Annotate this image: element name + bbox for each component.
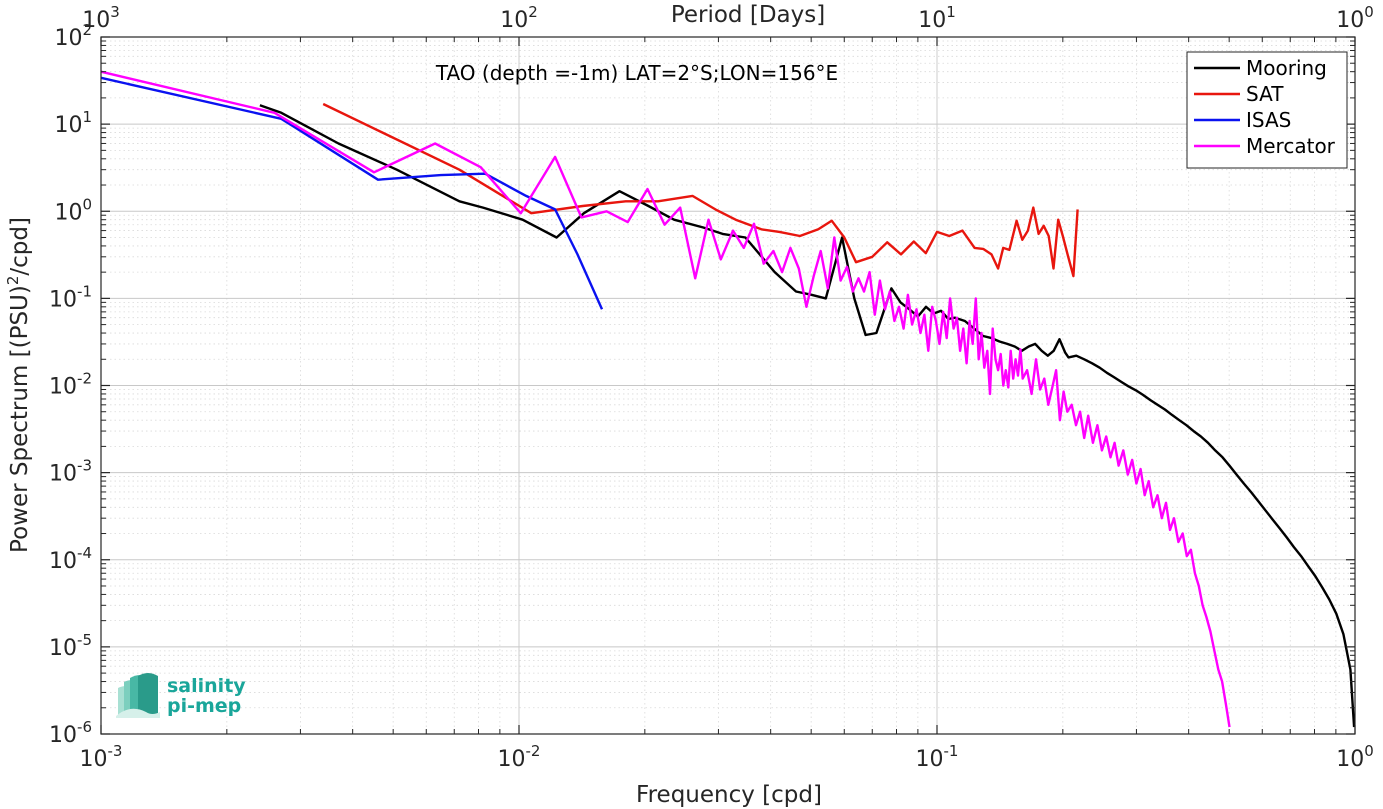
x-tick-label: 10-2	[498, 742, 541, 772]
y-tick-label: 10-6	[49, 718, 92, 748]
top-tick-exp: 2	[528, 3, 538, 21]
x-tick-exp: -2	[526, 742, 541, 760]
top-tick-base: 10	[1336, 8, 1364, 33]
x-tick-labels: 10-3 10-2 10-1 100	[80, 742, 1374, 772]
x-tick-label: 100	[1336, 742, 1374, 772]
y-tick-base: 10	[49, 375, 77, 400]
top-tick-base: 10	[500, 8, 528, 33]
top-tick-label: 102	[500, 3, 538, 33]
y-tick-exp: 2	[82, 21, 92, 39]
legend-box	[1186, 51, 1348, 169]
x-axis-label: Frequency [cpd]	[636, 782, 822, 808]
y-axis-label-sup: 2	[4, 276, 22, 286]
x-tick-base: 10	[80, 747, 108, 772]
y-tick-label: 101	[54, 108, 92, 138]
y-axis-label-main: Power Spectrum [(PSU)	[7, 285, 33, 553]
chart-title: TAO (depth =-1m) LAT=2°S;LON=156°E	[435, 61, 838, 85]
legend-label-mooring: Mooring	[1246, 56, 1327, 80]
x-tick-label: 10-1	[916, 742, 959, 772]
y-tick-exp: -6	[77, 718, 92, 736]
top-tick-base: 10	[82, 8, 110, 33]
top-tick-label: 101	[918, 3, 956, 33]
y-tick-base: 10	[49, 549, 77, 574]
x-tick-exp: 0	[1364, 742, 1374, 760]
legend-label-mercator: Mercator	[1246, 134, 1336, 158]
y-tick-base: 10	[54, 200, 82, 225]
series-layer	[100, 70, 1356, 728]
major-grid	[100, 36, 1356, 735]
y-tick-label: 102	[54, 21, 92, 51]
y-axis-label: Power Spectrum [(PSU)2/cpd]	[4, 217, 33, 553]
logo-text-line1: salinity	[167, 675, 246, 697]
x-tick-base: 10	[916, 747, 944, 772]
salinity-pi-mep-logo: salinity pi-mep	[116, 673, 246, 718]
minor-grid	[101, 37, 1355, 734]
y-tick-exp: -3	[77, 457, 92, 475]
top-axis-label: Period [Days]	[671, 2, 825, 28]
y-tick-base: 10	[49, 287, 77, 312]
legend-label-sat: SAT	[1246, 82, 1284, 106]
top-tick-label: 103	[82, 3, 120, 33]
top-tick-label: 100	[1336, 3, 1374, 33]
y-tick-label: 10-4	[49, 544, 92, 574]
y-tick-base: 10	[54, 26, 82, 51]
top-tick-exp: 3	[110, 3, 120, 21]
top-tick-labels: 103 102 101 100	[82, 3, 1374, 33]
y-tick-label: 10-3	[49, 457, 92, 487]
top-tick-base: 10	[918, 8, 946, 33]
y-axis-label-tail: /cpd]	[7, 217, 33, 276]
y-tick-base: 10	[49, 462, 77, 487]
y-tick-base: 10	[49, 636, 77, 661]
ticks-layer	[100, 36, 1356, 735]
series-line-mercator	[100, 70, 1231, 728]
y-tick-exp: -2	[77, 370, 92, 388]
legend-label-isas: ISAS	[1246, 108, 1291, 132]
x-tick-base: 10	[1336, 747, 1364, 772]
y-tick-exp: 0	[82, 195, 92, 213]
y-tick-label: 100	[54, 195, 92, 225]
top-tick-exp: 0	[1364, 3, 1374, 21]
y-tick-exp: -1	[77, 282, 92, 300]
top-tick-exp: 1	[946, 3, 956, 21]
x-tick-exp: -3	[108, 742, 123, 760]
y-tick-base: 10	[54, 113, 82, 138]
x-tick-exp: -1	[944, 742, 959, 760]
y-tick-exp: -5	[77, 631, 92, 649]
series-line-mooring	[259, 104, 1356, 728]
y-tick-exp: -4	[77, 544, 92, 562]
y-tick-label: 10-1	[49, 282, 92, 312]
y-tick-exp: 1	[82, 108, 92, 126]
y-tick-base: 10	[49, 723, 77, 748]
series-line-sat	[322, 102, 1079, 278]
logo-text-line2: pi-mep	[167, 695, 241, 717]
y-tick-label: 10-2	[49, 370, 92, 400]
x-tick-base: 10	[498, 747, 526, 772]
logo-waves-icon	[116, 673, 160, 718]
y-tick-label: 10-5	[49, 631, 92, 661]
x-tick-label: 10-3	[80, 742, 123, 772]
